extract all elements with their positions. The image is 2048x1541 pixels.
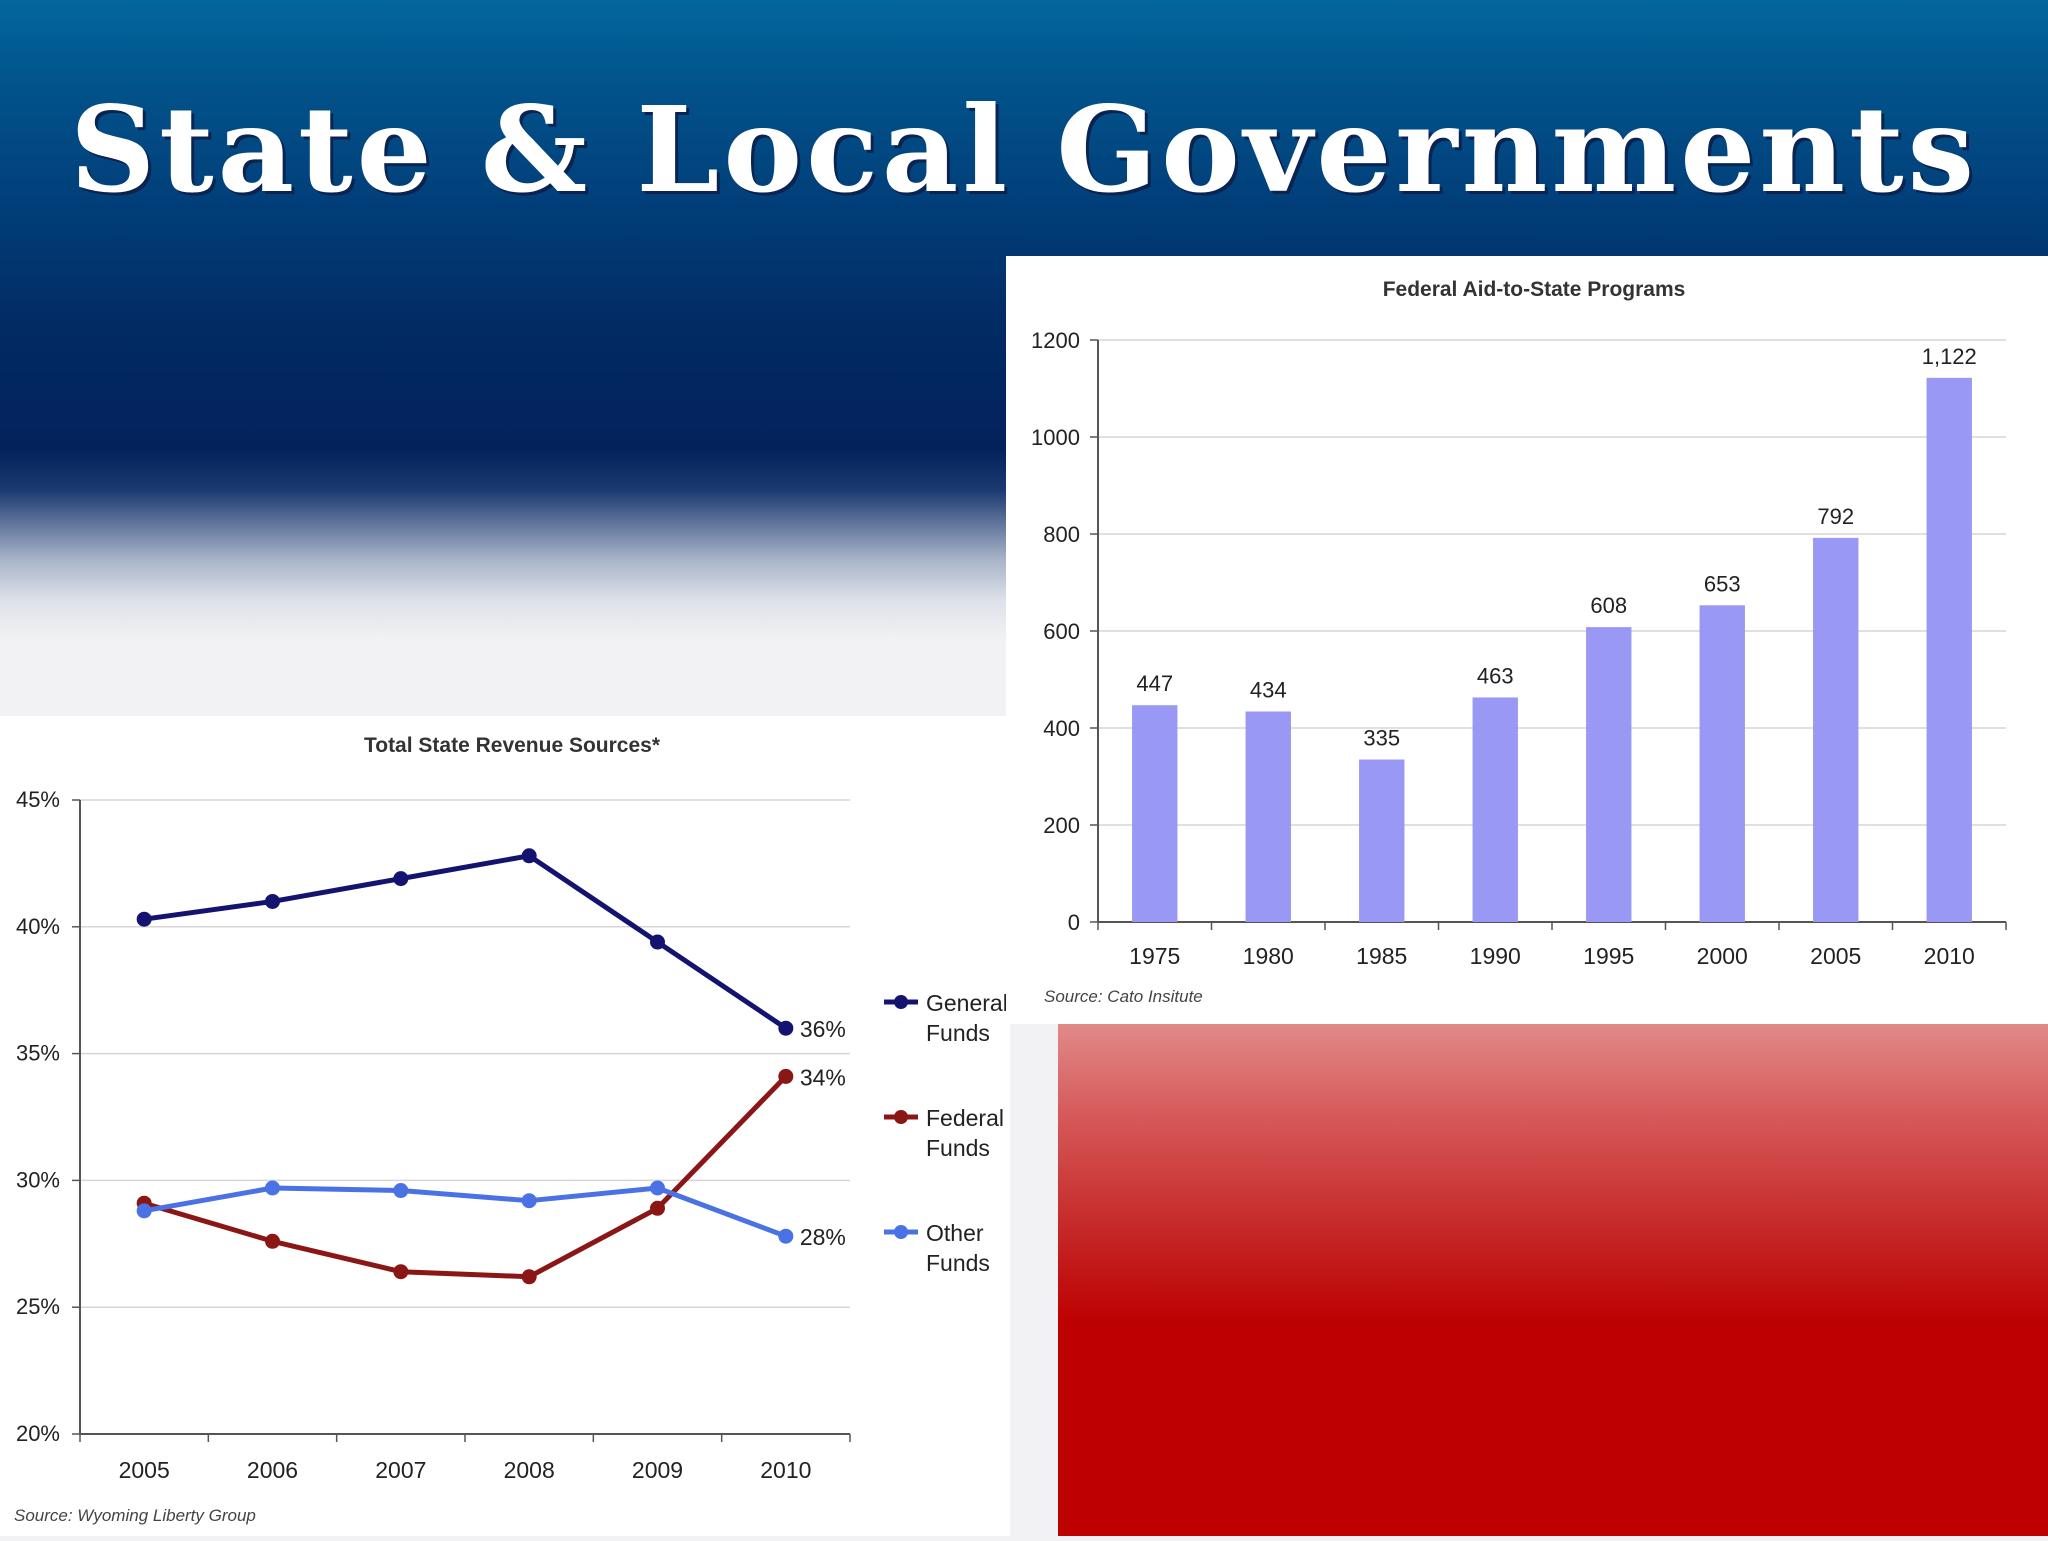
- bar-x-tick-label: 1980: [1243, 943, 1294, 969]
- bar: [1359, 759, 1405, 922]
- series-point: [650, 1200, 665, 1216]
- legend-label: Funds: [926, 1250, 990, 1276]
- series-point: [265, 893, 280, 909]
- bar-data-label: 434: [1250, 678, 1287, 703]
- legend-swatch-marker: [894, 1225, 908, 1239]
- legend-label: Federal: [926, 1105, 1004, 1131]
- bar-x-tick-label: 1995: [1583, 943, 1634, 969]
- series-point: [136, 911, 152, 927]
- legend-label: Other: [926, 1220, 984, 1246]
- line-x-tick-label: 2005: [119, 1457, 170, 1483]
- series-end-label: 28%: [800, 1224, 846, 1250]
- series-point: [521, 1193, 537, 1209]
- line-x-tick-label: 2006: [247, 1457, 298, 1483]
- series-point: [393, 871, 409, 887]
- line-y-tick-label: 35%: [16, 1041, 60, 1066]
- bar: [1926, 377, 1972, 922]
- bar-y-tick-label: 600: [1043, 619, 1080, 644]
- legend-label: Funds: [926, 1020, 990, 1046]
- bar: [1699, 605, 1745, 922]
- bar: [1472, 697, 1518, 922]
- bar-data-label: 463: [1477, 663, 1514, 688]
- bar-data-label: 792: [1817, 504, 1854, 529]
- bar-y-tick-label: 1200: [1031, 328, 1080, 353]
- federal-aid-bar-chart: Federal Aid-to-State Programs 0 200 400 600…: [1031, 278, 2007, 1006]
- bar-x-tick-label: 1985: [1356, 943, 1407, 969]
- revenue-line-chart-panel: Total State Revenue Sources* 45% 40% 35% 30…: [0, 716, 1010, 1536]
- bar-y-tick-label: 400: [1043, 716, 1080, 741]
- series-line: [143, 1074, 788, 1280]
- bar: [1813, 537, 1859, 922]
- line-x-tick-label: 2008: [504, 1457, 555, 1483]
- bar-y-tick-label: 800: [1043, 522, 1080, 547]
- line-x-tick-label: 2010: [760, 1457, 811, 1483]
- bar-data-label: 608: [1590, 593, 1627, 618]
- revenue-line-chart: Total State Revenue Sources* 45% 40% 35% 30…: [14, 734, 1008, 1525]
- series-point: [521, 1269, 537, 1285]
- series-point: [393, 1183, 409, 1199]
- legend-swatch-marker: [894, 1110, 908, 1124]
- series-line: [143, 853, 788, 1031]
- line-chart-source: Source: Wyoming Liberty Group: [14, 1506, 256, 1525]
- legend-label: General: [926, 990, 1008, 1016]
- line-y-tick-label: 20%: [16, 1421, 60, 1446]
- series-end-label: 36%: [800, 1016, 846, 1042]
- bar-x-tick-label: 2005: [1810, 943, 1861, 969]
- bar-chart-source: Source: Cato Insitute: [1044, 987, 1203, 1006]
- series-end-label: 34%: [800, 1064, 846, 1090]
- line-x-tick-label: 2009: [632, 1457, 683, 1483]
- series-point: [265, 1233, 280, 1249]
- series-line: [143, 1185, 787, 1239]
- slide-background-red: [1058, 1024, 2048, 1536]
- bar: [1586, 627, 1632, 922]
- series-point: [650, 934, 665, 950]
- series-point: [778, 1228, 794, 1244]
- line-y-tick-label: 25%: [16, 1294, 60, 1319]
- bar-x-tick-label: 2010: [1924, 943, 1975, 969]
- legend-swatch-marker: [894, 995, 908, 1009]
- bar-data-label: 335: [1363, 726, 1400, 751]
- line-x-tick-label: 2007: [375, 1457, 426, 1483]
- line-y-tick-label: 30%: [16, 1167, 60, 1192]
- series-point: [393, 1264, 409, 1280]
- series-point: [265, 1180, 280, 1196]
- series-point: [136, 1203, 152, 1219]
- bar: [1245, 711, 1291, 922]
- slide-title: State & Local Governments: [69, 80, 1979, 219]
- bar-y-tick-label: 1000: [1031, 425, 1080, 450]
- bar-x-tick-label: 1975: [1129, 943, 1180, 969]
- line-y-tick-label: 40%: [16, 914, 60, 939]
- line-chart-title: Total State Revenue Sources*: [364, 734, 661, 757]
- bar-x-tick-label: 2000: [1697, 943, 1748, 969]
- legend-label: Funds: [926, 1135, 990, 1161]
- bar-chart-title: Federal Aid-to-State Programs: [1383, 278, 1686, 301]
- series-point: [521, 848, 537, 864]
- bar-data-label: 653: [1704, 571, 1741, 596]
- series-point: [778, 1020, 794, 1036]
- bar-data-label: 447: [1136, 671, 1173, 696]
- bar-y-tick-label: 0: [1068, 910, 1080, 935]
- line-y-tick-label: 45%: [16, 787, 60, 812]
- series-point: [778, 1068, 794, 1084]
- federal-aid-bar-chart-panel: Federal Aid-to-State Programs 0 200 400 600…: [1006, 256, 2048, 1024]
- bar-y-tick-label: 200: [1043, 813, 1080, 838]
- bar: [1132, 705, 1178, 922]
- bar-x-tick-label: 1990: [1470, 943, 1521, 969]
- bar-data-label: 1,122: [1922, 344, 1977, 369]
- series-point: [650, 1180, 665, 1196]
